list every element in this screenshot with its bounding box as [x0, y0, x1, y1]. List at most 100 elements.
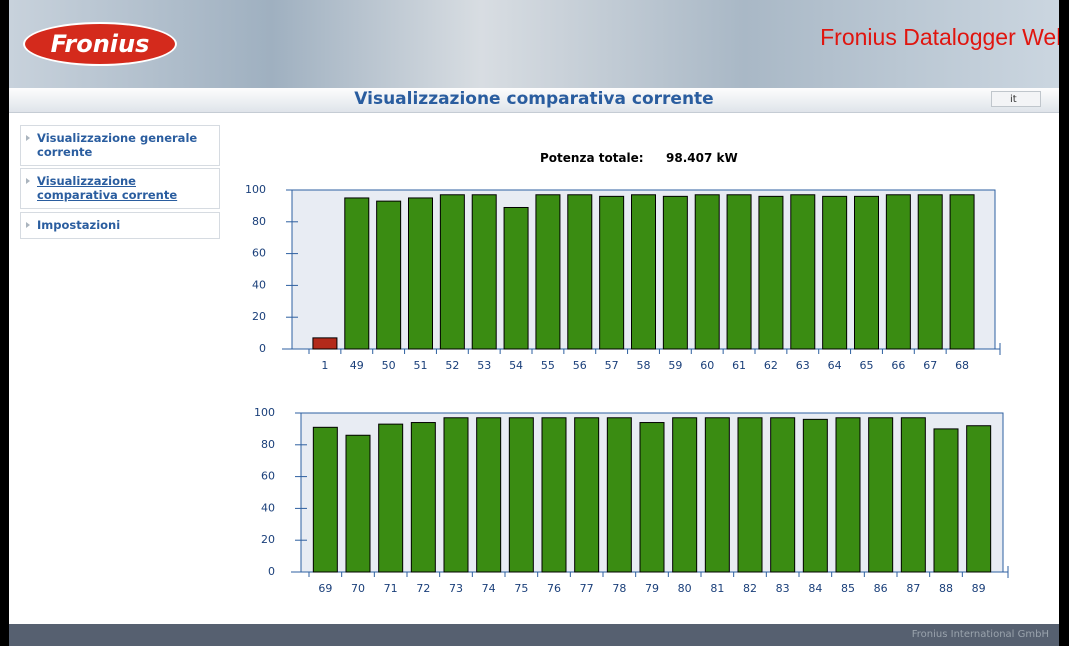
bar	[738, 418, 762, 572]
x-tick-label: 84	[808, 582, 822, 595]
x-tick-label: 57	[605, 359, 619, 372]
bar	[346, 435, 370, 572]
bar	[536, 195, 560, 349]
x-tick-label: 80	[678, 582, 692, 595]
bar	[377, 201, 401, 349]
bar	[791, 195, 815, 349]
bar	[934, 429, 958, 572]
bar	[504, 207, 528, 349]
x-tick-label: 64	[828, 359, 842, 372]
y-tick-label: 40	[261, 501, 275, 514]
page: Fronius Fronius Datalogger Web Visualizz…	[0, 0, 1069, 646]
bar	[411, 423, 435, 572]
bar	[918, 195, 942, 349]
x-tick-label: 59	[668, 359, 682, 372]
y-tick-label: 60	[261, 470, 275, 483]
bar	[869, 418, 893, 572]
bar	[600, 196, 624, 349]
bar	[472, 195, 496, 349]
bar	[575, 418, 599, 572]
x-tick-label: 74	[482, 582, 496, 595]
footer-text: Fronius International GmbH	[912, 629, 1049, 640]
x-tick-label: 83	[776, 582, 790, 595]
x-tick-label: 89	[972, 582, 986, 595]
bar	[673, 418, 697, 572]
bar	[313, 338, 337, 349]
bar	[803, 419, 827, 572]
y-tick-label: 0	[268, 565, 275, 578]
x-tick-label: 1	[321, 359, 328, 372]
bar	[663, 196, 687, 349]
bar	[836, 418, 860, 572]
bar	[444, 418, 468, 572]
x-tick-label: 87	[906, 582, 920, 595]
bar	[705, 418, 729, 572]
bar	[509, 418, 533, 572]
bar	[477, 418, 501, 572]
window: Fronius Fronius Datalogger Web Visualizz…	[9, 0, 1059, 646]
y-tick-label: 80	[261, 438, 275, 451]
x-tick-label: 75	[514, 582, 528, 595]
y-tick-label: 60	[252, 247, 266, 260]
x-tick-label: 54	[509, 359, 523, 372]
x-tick-label: 76	[547, 582, 561, 595]
y-tick-label: 100	[245, 183, 266, 196]
bar	[855, 196, 879, 349]
x-tick-label: 82	[743, 582, 757, 595]
x-tick-label: 51	[414, 359, 428, 372]
bar	[379, 424, 403, 572]
x-tick-label: 88	[939, 582, 953, 595]
x-tick-label: 78	[612, 582, 626, 595]
y-tick-label: 100	[254, 406, 275, 419]
x-tick-label: 77	[580, 582, 594, 595]
bar	[640, 423, 664, 572]
x-tick-label: 49	[350, 359, 364, 372]
x-tick-label: 55	[541, 359, 555, 372]
x-tick-label: 53	[477, 359, 491, 372]
bar	[607, 418, 631, 572]
bar	[771, 418, 795, 572]
bar	[759, 196, 783, 349]
x-tick-label: 73	[449, 582, 463, 595]
y-tick-label: 80	[252, 215, 266, 228]
bar	[542, 418, 566, 572]
bar	[409, 198, 433, 349]
bar	[886, 195, 910, 349]
y-tick-label: 20	[252, 310, 266, 323]
x-tick-label: 56	[573, 359, 587, 372]
bar	[632, 195, 656, 349]
bar	[967, 426, 991, 572]
bar	[568, 195, 592, 349]
bar	[345, 198, 369, 349]
bar	[950, 195, 974, 349]
x-tick-label: 72	[416, 582, 430, 595]
bar	[901, 418, 925, 572]
y-tick-label: 20	[261, 533, 275, 546]
y-tick-label: 40	[252, 278, 266, 291]
x-tick-label: 63	[796, 359, 810, 372]
x-tick-label: 60	[700, 359, 714, 372]
x-tick-label: 61	[732, 359, 746, 372]
x-tick-label: 81	[710, 582, 724, 595]
bar	[440, 195, 464, 349]
x-tick-label: 71	[384, 582, 398, 595]
bar	[695, 195, 719, 349]
x-tick-label: 66	[891, 359, 905, 372]
x-tick-label: 67	[923, 359, 937, 372]
charts: 0204060801001495051525354555657585960616…	[9, 0, 1059, 624]
x-tick-label: 62	[764, 359, 778, 372]
x-tick-label: 65	[860, 359, 874, 372]
bar	[823, 196, 847, 349]
x-tick-label: 68	[955, 359, 969, 372]
bar	[727, 195, 751, 349]
x-tick-label: 69	[318, 582, 332, 595]
x-tick-label: 58	[637, 359, 651, 372]
bar	[313, 427, 337, 572]
x-tick-label: 70	[351, 582, 365, 595]
x-tick-label: 85	[841, 582, 855, 595]
y-tick-label: 0	[259, 342, 266, 355]
x-tick-label: 86	[874, 582, 888, 595]
x-tick-label: 50	[382, 359, 396, 372]
footer: Fronius International GmbH	[9, 624, 1059, 646]
x-tick-label: 79	[645, 582, 659, 595]
